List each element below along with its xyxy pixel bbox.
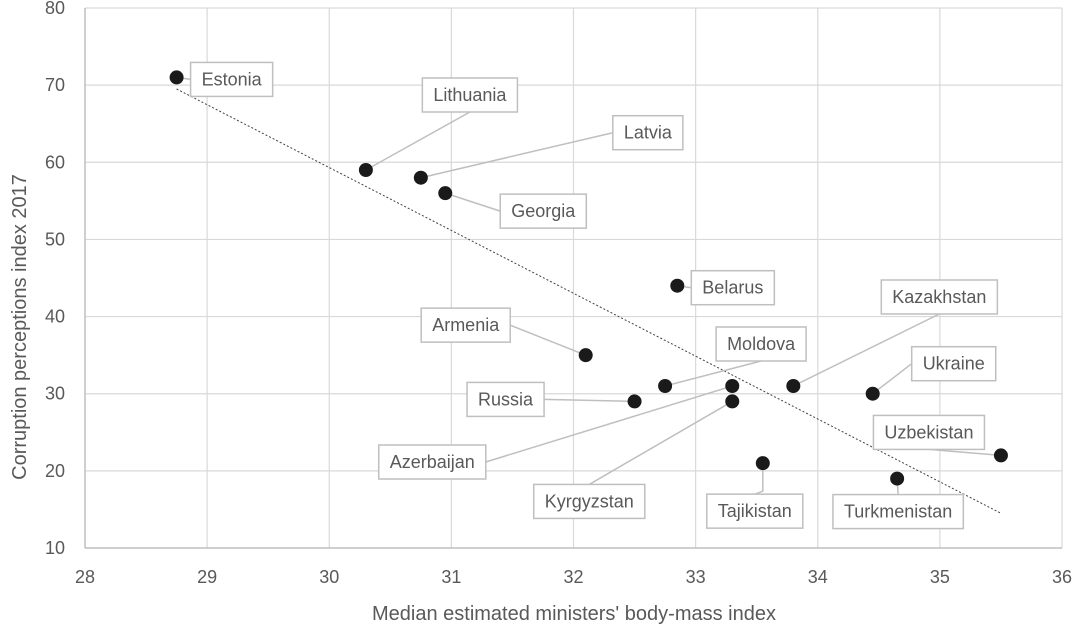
data-point bbox=[725, 394, 740, 409]
axes: 28 29 30 31 32 33 34 35 36 10 20 30 40 50 60 70 80 bbox=[45, 0, 1072, 587]
y-tick-label: 80 bbox=[45, 0, 65, 18]
trendline bbox=[176, 88, 1002, 514]
data-label-box bbox=[910, 345, 997, 382]
data-label-box bbox=[466, 381, 545, 418]
data-labels: Estonia Lithuania Latvia Georgia Belarus Arme… bbox=[189, 61, 999, 530]
y-tick-label: 20 bbox=[45, 461, 65, 481]
data-label: Kazakhstan bbox=[892, 287, 986, 307]
data-point bbox=[578, 348, 593, 363]
label-leader bbox=[420, 131, 613, 179]
data-label: Tajikistan bbox=[718, 501, 792, 521]
label-leader bbox=[928, 448, 1001, 457]
label-leader bbox=[365, 111, 471, 171]
x-tick-label: 31 bbox=[441, 567, 461, 587]
y-tick-label: 50 bbox=[45, 229, 65, 249]
data-label-box bbox=[872, 414, 986, 451]
x-tick-label: 32 bbox=[563, 567, 583, 587]
gridlines bbox=[85, 7, 1063, 548]
label-leader bbox=[445, 192, 501, 212]
x-tick-label: 29 bbox=[197, 567, 217, 587]
data-point bbox=[993, 448, 1008, 463]
data-label: Turkmenistan bbox=[844, 502, 952, 522]
label-leader bbox=[588, 400, 733, 486]
data-label: Latvia bbox=[624, 123, 673, 143]
data-label: Kyrgyzstan bbox=[545, 491, 634, 511]
label-leader bbox=[485, 385, 733, 463]
y-tick-label: 70 bbox=[45, 75, 65, 95]
data-point bbox=[786, 379, 801, 393]
data-label-box bbox=[499, 193, 588, 229]
data-point bbox=[890, 471, 905, 486]
data-point bbox=[169, 70, 184, 85]
label-leader bbox=[792, 313, 940, 387]
data-label-box bbox=[612, 114, 684, 151]
data-point bbox=[413, 170, 428, 185]
data-label: Armenia bbox=[432, 315, 500, 335]
data-points bbox=[169, 70, 1008, 486]
y-tick-label: 40 bbox=[45, 307, 65, 327]
data-label: Ukraine bbox=[923, 354, 985, 374]
label-leader bbox=[872, 363, 913, 395]
label-leader bbox=[509, 324, 586, 356]
data-point bbox=[725, 379, 740, 393]
data-label-box bbox=[420, 307, 511, 343]
data-label-box bbox=[715, 326, 807, 362]
data-label-box bbox=[377, 444, 487, 480]
label-leaders bbox=[176, 76, 1001, 495]
data-label-box bbox=[532, 483, 646, 520]
data-point bbox=[358, 163, 373, 177]
data-point bbox=[865, 386, 880, 401]
data-label: Estonia bbox=[202, 69, 263, 89]
data-label-box bbox=[832, 493, 965, 530]
data-label: Georgia bbox=[511, 201, 576, 221]
data-point bbox=[627, 394, 642, 409]
label-leader bbox=[544, 398, 635, 403]
data-label-box bbox=[690, 269, 776, 306]
data-label: Uzbekistan bbox=[884, 422, 973, 442]
x-tick-label: 30 bbox=[319, 567, 339, 587]
x-tick-label: 28 bbox=[75, 567, 95, 587]
data-label-box bbox=[880, 279, 999, 315]
data-label-box bbox=[421, 77, 519, 113]
label-leader bbox=[754, 463, 764, 495]
y-tick-label: 10 bbox=[45, 538, 65, 558]
data-label: Moldova bbox=[727, 334, 796, 354]
y-tick-label: 60 bbox=[45, 152, 65, 172]
trendline-line bbox=[176, 88, 1002, 514]
x-axis-title: Median estimated ministers' body-mass in… bbox=[372, 603, 776, 625]
x-tick-label: 36 bbox=[1052, 567, 1072, 587]
data-label: Russia bbox=[478, 389, 534, 409]
y-tick-label: 30 bbox=[45, 384, 65, 404]
data-label: Lithuania bbox=[433, 85, 507, 105]
data-point bbox=[658, 379, 673, 393]
data-label: Belarus bbox=[702, 278, 763, 298]
data-point bbox=[670, 278, 685, 293]
data-label: Azerbaijan bbox=[390, 452, 475, 472]
x-tick-label: 33 bbox=[686, 567, 706, 587]
data-point bbox=[755, 456, 770, 471]
data-label-box bbox=[706, 493, 804, 529]
x-tick-label: 34 bbox=[808, 567, 828, 587]
data-label-box bbox=[189, 61, 274, 98]
label-leader bbox=[664, 360, 762, 387]
x-tick-label: 35 bbox=[930, 567, 950, 587]
data-point bbox=[438, 186, 453, 201]
y-axis-title: Corruption perceptions index 2017 bbox=[9, 174, 31, 480]
